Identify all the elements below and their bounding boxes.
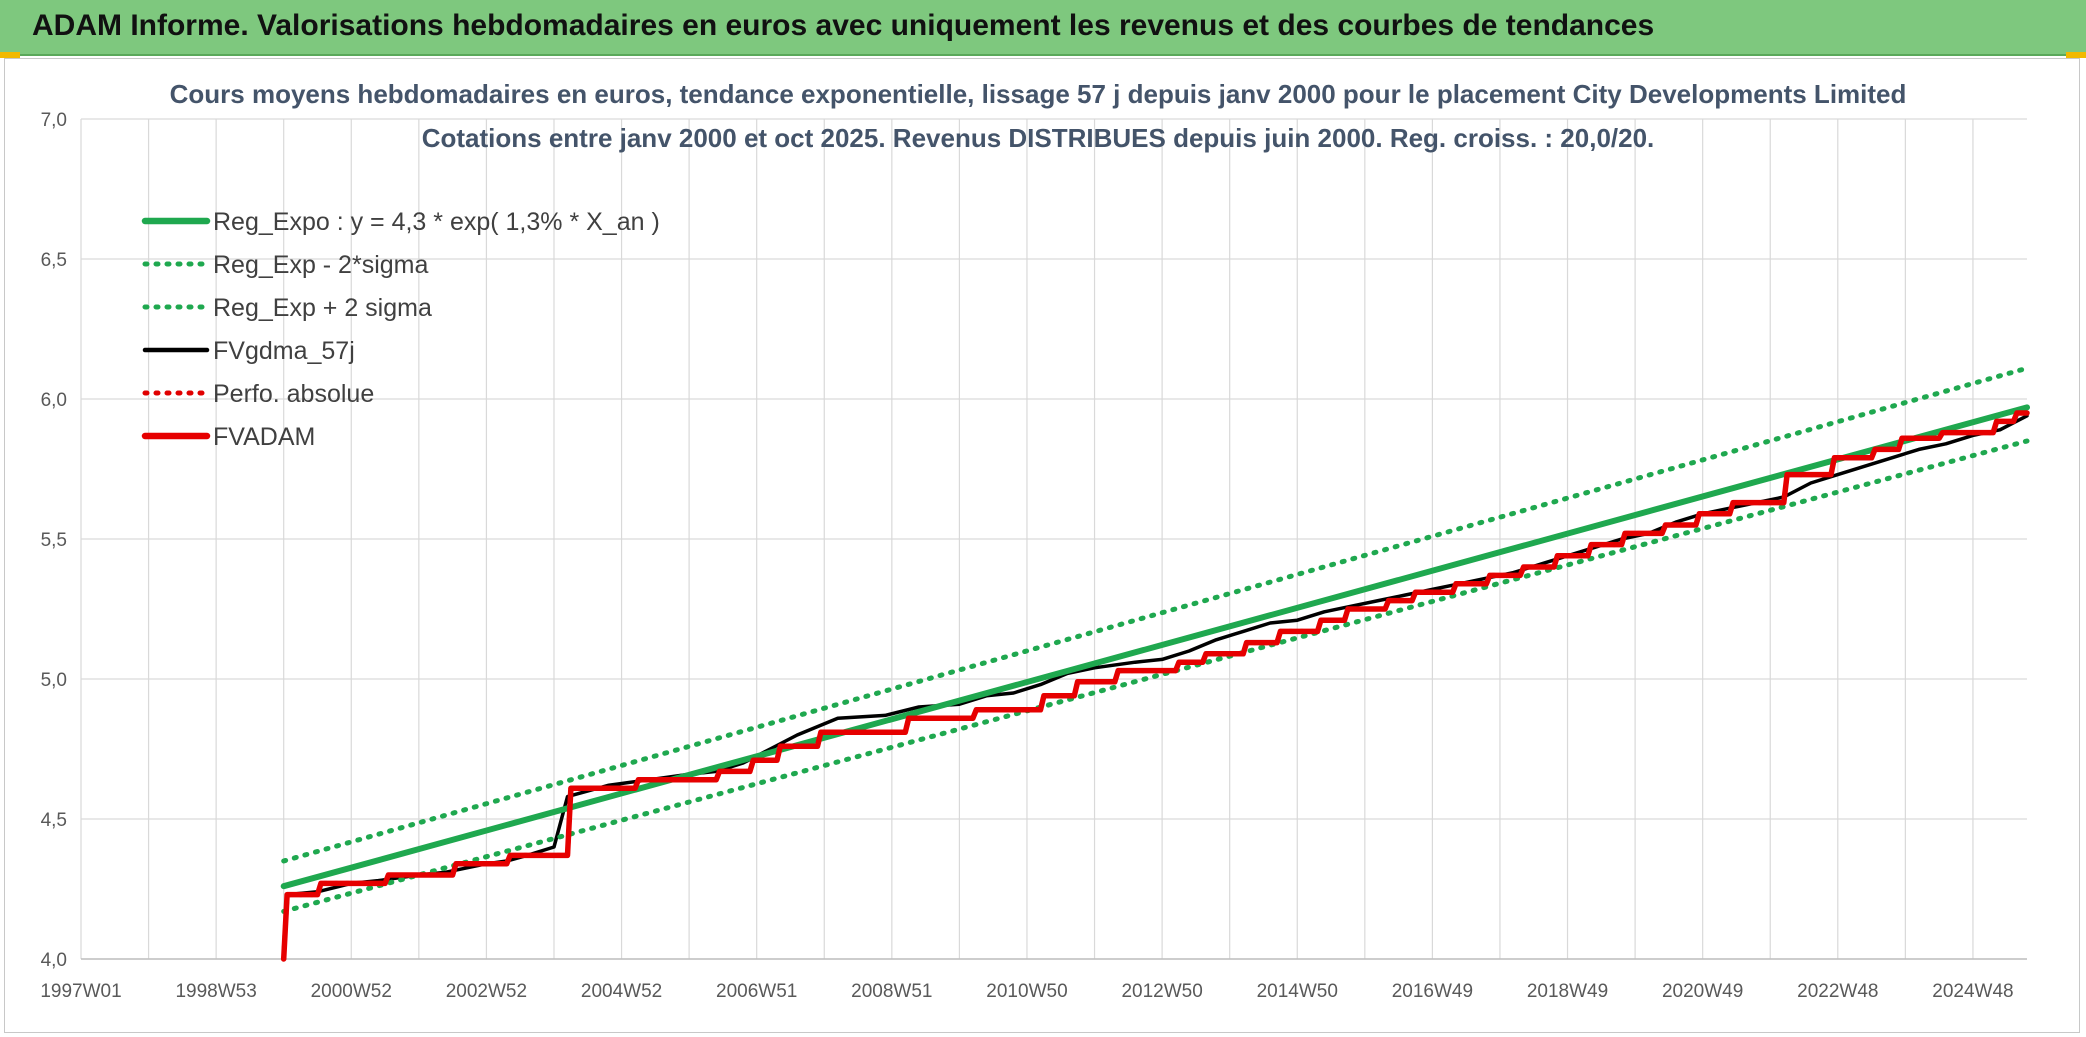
- banner-accent-right: [2066, 52, 2086, 58]
- x-tick-label: 2000W52: [311, 981, 392, 1002]
- series-layer: [280, 365, 2030, 962]
- x-tick-label: 2018W49: [1527, 981, 1608, 1002]
- report-banner: ADAM Informe. Valorisations hebdomadaire…: [0, 0, 2086, 56]
- x-tick-label: 1998W53: [175, 981, 256, 1002]
- x-tick-label: 2006W51: [716, 981, 797, 1002]
- chart-frame: 4,0 4,5 5,0 5,5 6,0 6,5 7,0 1997W01 1998W53 2000W…: [4, 58, 2080, 1033]
- report-title: ADAM Informe. Valorisations hebdomadaire…: [32, 9, 1655, 42]
- legend-entry: FVgdma_57j: [213, 337, 355, 365]
- grid: [80, 118, 2027, 960]
- x-tick-label: 2022W48: [1797, 981, 1878, 1002]
- y-tick-label: 4,5: [41, 810, 67, 831]
- y-tick-label: 5,0: [41, 670, 67, 691]
- chart-subtitle: Cotations entre janv 2000 et oct 2025. R…: [422, 123, 1655, 153]
- axes: 4,0 4,5 5,0 5,5 6,0 6,5 7,0 1997W01 1998W53 2000W…: [40, 110, 2027, 1002]
- series-line-5: [280, 410, 2030, 962]
- series-line-1: [281, 438, 2030, 914]
- line-chart: 4,0 4,5 5,0 5,5 6,0 6,5 7,0 1997W01 1998W53 2000W…: [40, 79, 2030, 1002]
- x-tick-label: 2010W50: [986, 981, 1067, 1002]
- x-tick-label: 2024W48: [1932, 981, 2013, 1002]
- series-line-2: [281, 365, 2030, 864]
- x-tick-label: 2004W52: [581, 981, 662, 1002]
- series-line-0: [280, 404, 2030, 890]
- y-tick-label: 6,0: [41, 390, 67, 411]
- x-tick-label: 2016W49: [1392, 981, 1473, 1002]
- y-tick-label: 6,5: [41, 250, 67, 271]
- legend-entry: FVADAM: [213, 423, 315, 451]
- legend-entry: Reg_Exp - 2*sigma: [213, 251, 428, 279]
- banner-accent-left: [0, 52, 20, 58]
- x-tick-label: 2002W52: [446, 981, 527, 1002]
- chart-titles: Cours moyens hebdomadaires en euros, ten…: [170, 79, 1907, 153]
- legend-entry: Reg_Exp + 2 sigma: [213, 294, 432, 322]
- legend-entry: Reg_Expo : y = 4,3 * exp( 1,3% * X_an ): [213, 208, 660, 236]
- y-tick-label: 4,0: [41, 950, 67, 971]
- y-tick-label: 7,0: [41, 110, 67, 131]
- x-tick-label: 1997W01: [40, 981, 121, 1002]
- series-line-4: [281, 410, 2030, 962]
- x-tick-label: 2012W50: [1121, 981, 1202, 1002]
- chart-title: Cours moyens hebdomadaires en euros, ten…: [170, 79, 1907, 109]
- legend-entry: Perfo. absolue: [213, 380, 374, 408]
- x-tick-label: 2014W50: [1257, 981, 1338, 1002]
- x-tick-label: 2008W51: [851, 981, 932, 1002]
- series-line-3: [281, 414, 2029, 961]
- legend: Reg_Expo : y = 4,3 * exp( 1,3% * X_an ) R…: [141, 208, 660, 451]
- y-tick-label: 5,5: [41, 530, 67, 551]
- x-tick-label: 2020W49: [1662, 981, 1743, 1002]
